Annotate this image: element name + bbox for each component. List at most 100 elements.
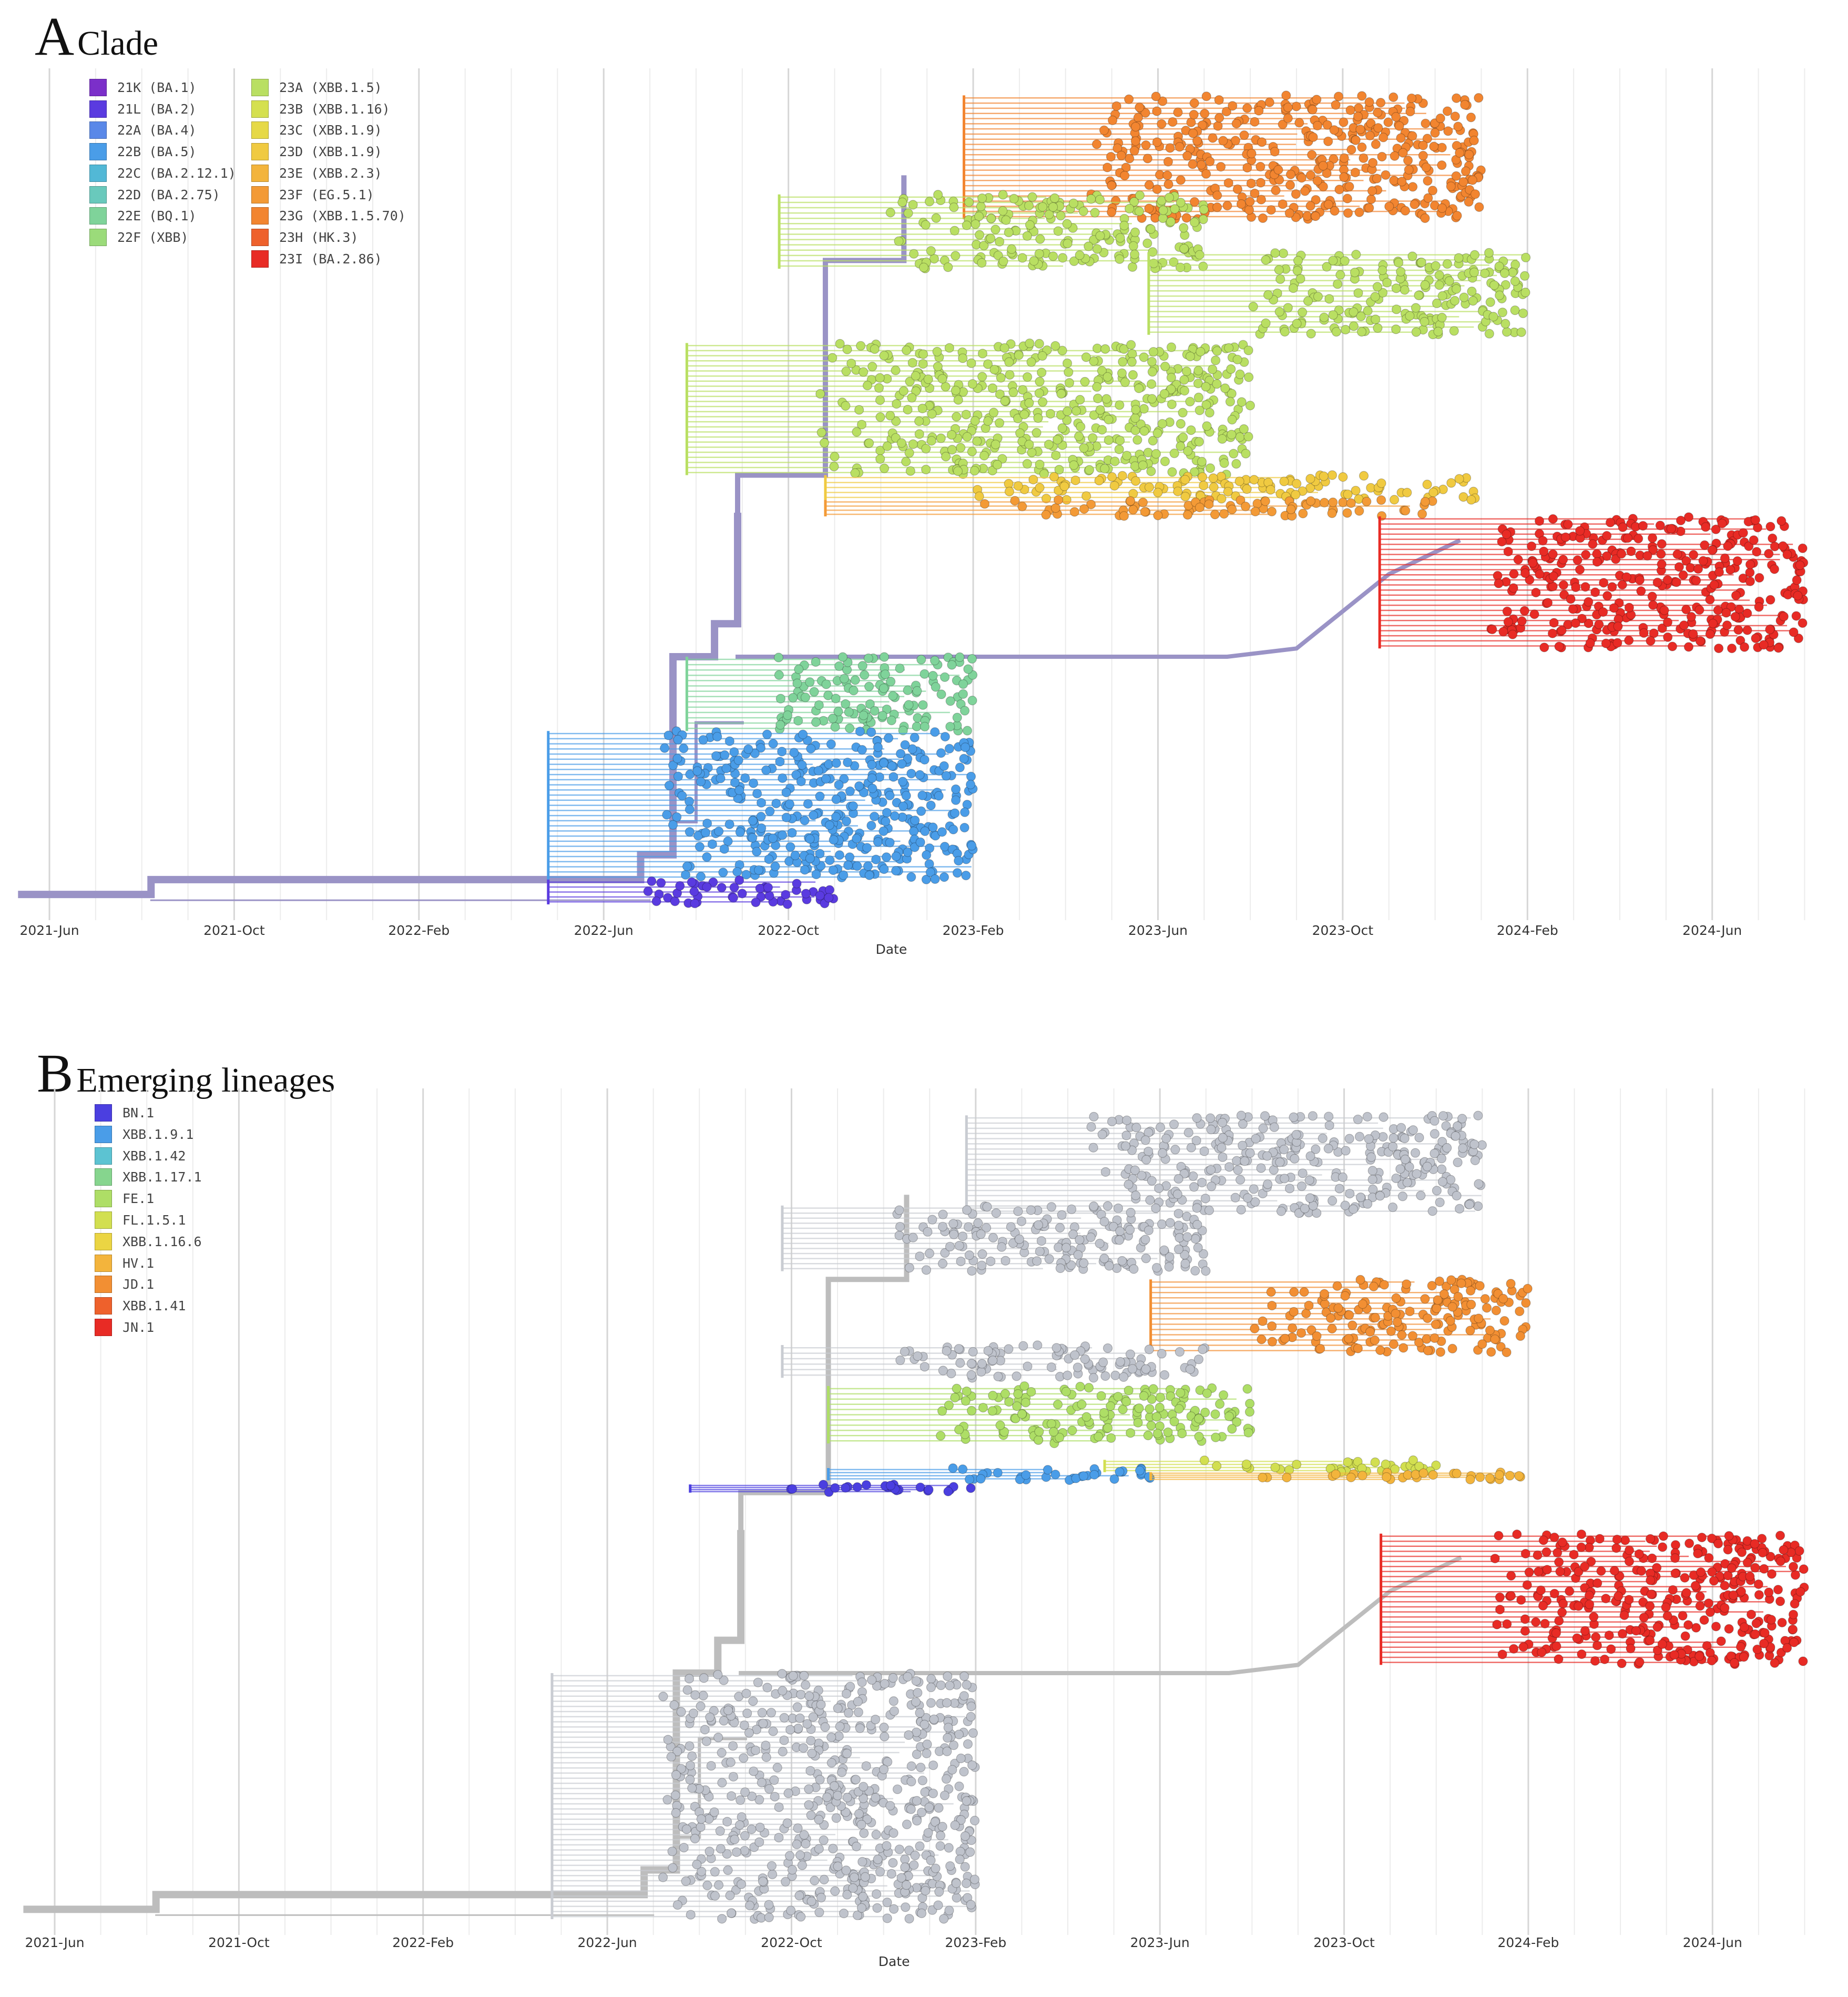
tip-point xyxy=(1520,1626,1530,1636)
legend-item[interactable]: 21L (BA.2) xyxy=(89,100,197,118)
tip-point xyxy=(1089,410,1099,420)
tip-point xyxy=(1004,227,1014,238)
tip-point xyxy=(1612,1534,1622,1544)
tip-point xyxy=(841,1866,851,1876)
tip-point xyxy=(1204,499,1214,510)
tip-point xyxy=(1495,1605,1505,1615)
tip-point xyxy=(1469,1139,1479,1149)
tip-point xyxy=(1212,379,1222,389)
tip-point xyxy=(966,1701,976,1711)
tip-point xyxy=(782,710,793,720)
tip-point xyxy=(681,1876,691,1886)
tip-point xyxy=(1414,1133,1424,1143)
tip-point xyxy=(882,1898,892,1908)
tip-point xyxy=(843,860,853,870)
tip-point xyxy=(992,460,1003,470)
tip-point xyxy=(1143,1225,1154,1236)
legend-item[interactable]: FE.1 xyxy=(95,1190,154,1208)
tip-point xyxy=(781,788,791,798)
legend-item[interactable]: XBB.1.42 xyxy=(95,1147,186,1165)
tip-point xyxy=(1186,425,1196,435)
legend-item[interactable]: BN.1 xyxy=(95,1104,154,1122)
legend-item[interactable]: 23D (XBB.1.9) xyxy=(251,143,382,161)
legend-item[interactable]: 22B (BA.5) xyxy=(89,143,197,161)
tip-point xyxy=(967,696,977,706)
tip-point xyxy=(1097,366,1107,376)
tip-point xyxy=(1293,256,1303,266)
tip-point xyxy=(723,1705,733,1716)
tip-point xyxy=(1485,1325,1495,1336)
tip-point xyxy=(871,854,881,864)
tip-point xyxy=(1402,1279,1412,1289)
tip-point xyxy=(1624,635,1634,645)
tip-point xyxy=(684,797,695,807)
legend-item[interactable]: XBB.1.17.1 xyxy=(95,1168,202,1186)
tip-point xyxy=(1198,261,1208,271)
tip-point xyxy=(1130,461,1140,471)
tip-point xyxy=(1189,197,1200,207)
tip-point xyxy=(897,759,907,769)
tip-point xyxy=(1370,1457,1380,1468)
panel-b-title: Emerging lineages xyxy=(76,1061,335,1099)
tip-point xyxy=(1590,1656,1600,1666)
legend-item[interactable]: 23G (XBB.1.5.70) xyxy=(251,207,406,225)
tip-point xyxy=(1208,133,1218,143)
legend-item[interactable]: XBB.1.41 xyxy=(95,1297,186,1315)
tip-point xyxy=(1554,641,1564,651)
tip-point xyxy=(912,1816,922,1826)
tip-point xyxy=(1197,456,1207,467)
tip-point xyxy=(1531,587,1541,598)
tip-point xyxy=(879,683,889,694)
tip-point xyxy=(752,789,762,799)
tip-point xyxy=(1079,443,1089,453)
tip-point xyxy=(729,747,739,757)
tip-point xyxy=(886,677,896,687)
legend-item[interactable]: 23A (XBB.1.5) xyxy=(251,79,382,96)
tip-point xyxy=(1093,393,1103,403)
tip-point xyxy=(991,440,1000,450)
tip-point xyxy=(929,1714,939,1725)
legend-item[interactable]: 23H (HK.3) xyxy=(251,228,359,246)
tip-point xyxy=(966,1405,977,1416)
tip-point xyxy=(676,1707,686,1717)
tip-point xyxy=(1364,203,1374,213)
tip-point xyxy=(1520,568,1530,578)
tip-point xyxy=(1234,476,1244,486)
legend-item[interactable]: 23F (EG.5.1) xyxy=(251,186,374,203)
tip-point xyxy=(673,735,683,745)
legend-item[interactable]: 22F (XBB) xyxy=(89,228,188,246)
legend-item[interactable]: 23B (XBB.1.16) xyxy=(251,100,390,118)
tip-point xyxy=(1723,1571,1733,1581)
tip-point xyxy=(796,776,806,787)
legend-item[interactable]: XBB.1.9.1 xyxy=(95,1125,193,1143)
legend-item[interactable]: XBB.1.16.6 xyxy=(95,1232,202,1250)
legend-item[interactable]: FL.1.5.1 xyxy=(95,1211,186,1229)
legend-item[interactable]: 22D (BA.2.75) xyxy=(89,186,220,203)
legend-item[interactable]: 23I (BA.2.86) xyxy=(251,250,382,268)
legend-item[interactable]: 21K (BA.1) xyxy=(89,79,197,96)
tip-point xyxy=(1318,1133,1328,1144)
tip-point xyxy=(955,762,965,772)
tip-point xyxy=(1181,366,1192,376)
legend-item[interactable]: JN.1 xyxy=(95,1319,154,1336)
legend-item[interactable]: 23C (XBB.1.9) xyxy=(251,121,382,139)
tip-point xyxy=(1646,1590,1656,1599)
tip-point xyxy=(966,1711,976,1722)
tip-point xyxy=(722,1849,732,1859)
tip-point xyxy=(724,819,734,829)
tip-point xyxy=(748,833,758,843)
legend-item[interactable]: HV.1 xyxy=(95,1254,154,1272)
tip-point xyxy=(1433,327,1443,337)
tip-point xyxy=(1131,1190,1141,1200)
tip-point xyxy=(1670,1540,1681,1550)
tip-point xyxy=(1346,1472,1356,1482)
tip-point xyxy=(1551,1628,1561,1638)
tip-point xyxy=(880,1731,890,1741)
legend-item[interactable]: 23E (XBB.2.3) xyxy=(251,164,382,182)
tip-point xyxy=(930,727,940,737)
legend-item[interactable]: 22A (BA.4) xyxy=(89,121,197,139)
legend-item[interactable]: 22C (BA.2.12.1) xyxy=(89,164,236,182)
tip-point xyxy=(1025,220,1035,230)
legend-item[interactable]: JD.1 xyxy=(95,1276,154,1293)
legend-item[interactable]: 22E (BQ.1) xyxy=(89,207,197,225)
